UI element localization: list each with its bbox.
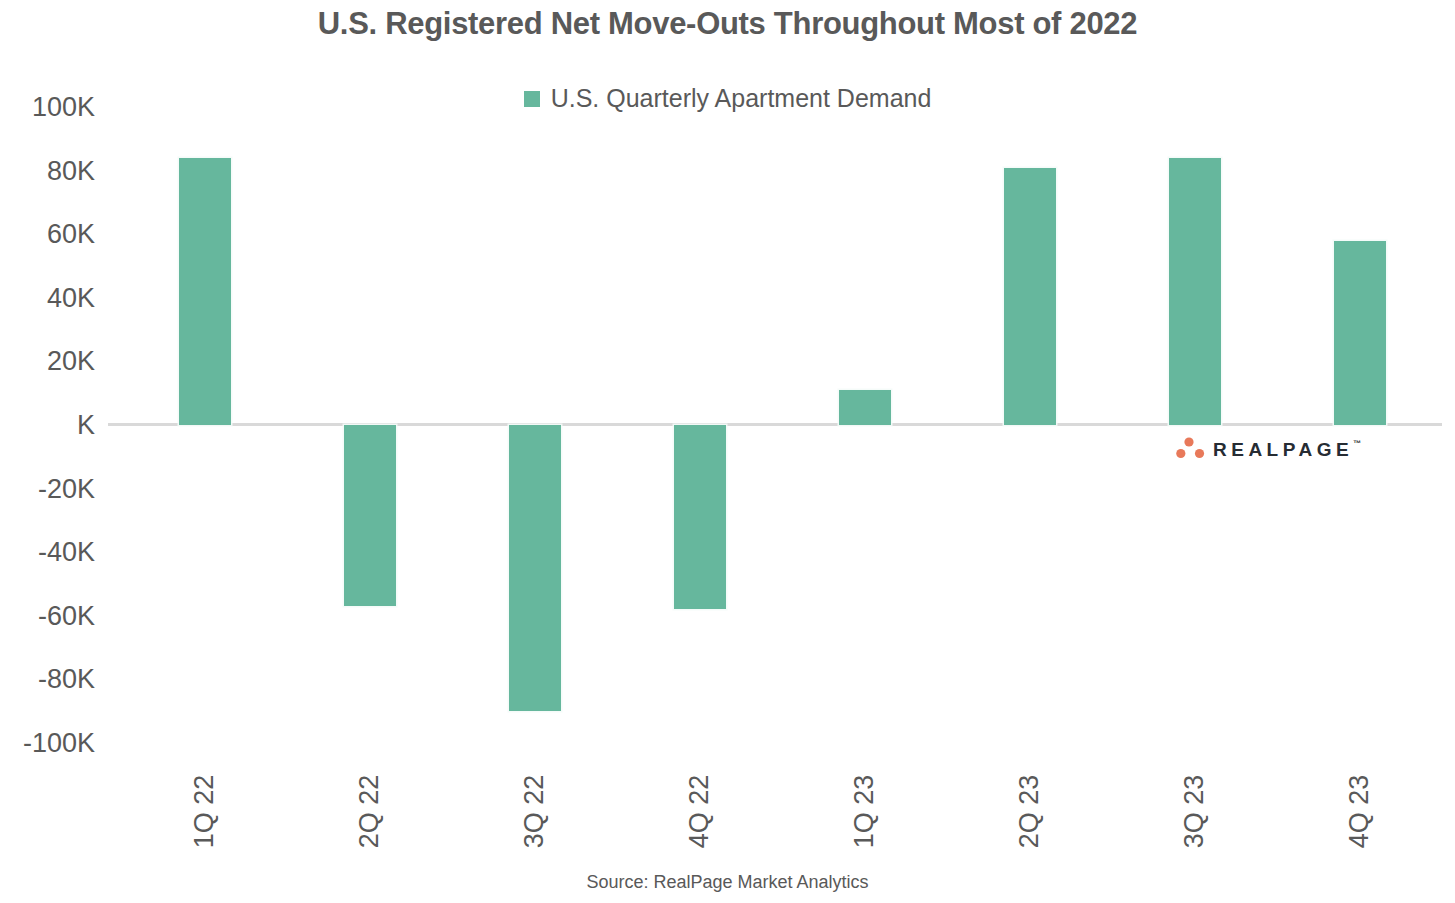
x-tick-label: 1Q 23 <box>849 774 880 848</box>
plot-area <box>110 107 1442 743</box>
bar-4q-22 <box>674 425 726 609</box>
bar-column-4q-23 <box>1277 107 1442 743</box>
realpage-logo: REALPAGE™ <box>1176 436 1361 463</box>
y-tick-label: 80K <box>0 156 95 186</box>
x-tick-cell: 3Q 22 <box>452 758 617 864</box>
bar-3q-22 <box>509 425 561 711</box>
y-tick-label: -40K <box>0 537 95 567</box>
logo-text: REALPAGE™ <box>1213 440 1361 459</box>
y-tick-label: 60K <box>0 219 95 249</box>
bar-2q-23 <box>1004 168 1056 425</box>
x-tick-cell: 1Q 23 <box>782 758 947 864</box>
bar-column-2q-22 <box>287 107 452 743</box>
x-tick-label: 3Q 23 <box>1179 774 1210 848</box>
y-tick-label: -80K <box>0 664 95 694</box>
x-tick-cell: 4Q 23 <box>1277 758 1442 864</box>
y-tick-label: 40K <box>0 283 95 313</box>
chart-title: U.S. Registered Net Move-Outs Throughout… <box>0 6 1455 42</box>
x-tick-label: 2Q 23 <box>1014 774 1045 848</box>
logo-trademark: ™ <box>1353 439 1361 448</box>
legend-swatch-icon <box>524 91 540 107</box>
source-text: Source: RealPage Market Analytics <box>0 872 1455 893</box>
bar-column-3q-23 <box>1112 107 1277 743</box>
y-tick-label: -60K <box>0 601 95 631</box>
plot-columns <box>122 107 1442 743</box>
x-tick-cell: 1Q 22 <box>122 758 287 864</box>
x-tick-cell: 3Q 23 <box>1112 758 1277 864</box>
logo-dots-icon <box>1176 436 1205 463</box>
x-tick-label: 4Q 23 <box>1344 774 1375 848</box>
x-tick-label: 1Q 22 <box>189 774 220 848</box>
x-tick-cell: 2Q 22 <box>287 758 452 864</box>
y-tick-label: 100K <box>0 92 95 122</box>
bar-3q-23 <box>1169 158 1221 425</box>
x-tick-cell: 4Q 22 <box>617 758 782 864</box>
y-tick-label: 20K <box>0 346 95 376</box>
bar-1q-23 <box>839 390 891 425</box>
x-tick-label: 3Q 22 <box>519 774 550 848</box>
x-tick-cell: 2Q 23 <box>947 758 1112 864</box>
y-tick-label: -100K <box>0 728 95 758</box>
x-tick-label: 2Q 22 <box>354 774 385 848</box>
bar-column-2q-23 <box>947 107 1112 743</box>
bar-2q-22 <box>344 425 396 606</box>
bar-column-1q-22 <box>122 107 287 743</box>
x-tick-label: 4Q 22 <box>684 774 715 848</box>
bar-column-3q-22 <box>452 107 617 743</box>
y-axis: 100K 80K 60K 40K 20K K -20K -40K -60K -80K -100K <box>0 0 95 903</box>
x-axis: 1Q 22 2Q 22 3Q 22 4Q 22 1Q 23 2Q 23 3Q 23 4Q 23 <box>122 758 1442 864</box>
y-tick-label: K <box>0 410 95 440</box>
bar-1q-22 <box>179 158 231 425</box>
bar-column-4q-22 <box>617 107 782 743</box>
bar-column-1q-23 <box>782 107 947 743</box>
y-tick-label: -20K <box>0 474 95 504</box>
bar-4q-23 <box>1334 241 1386 425</box>
